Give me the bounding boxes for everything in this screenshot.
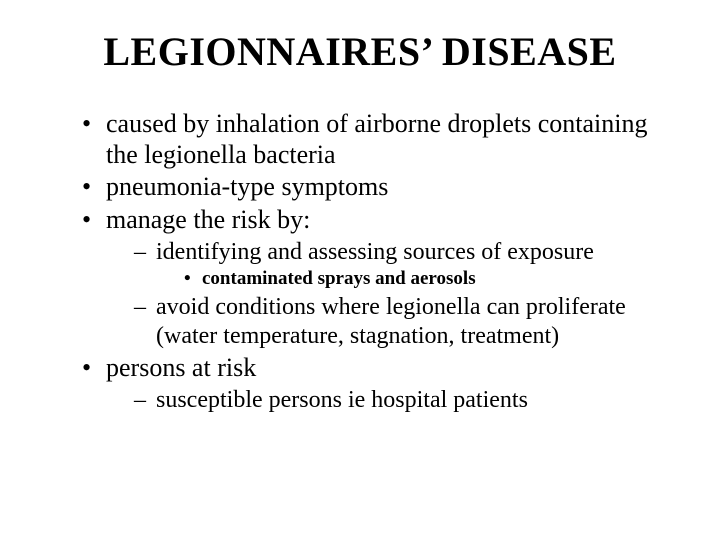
sub-bullet-item: identifying and assessing sources of exp… [134, 238, 680, 292]
bullet-item: pneumonia-type symptoms [82, 172, 680, 203]
sub-bullet-text: identifying and assessing sources of exp… [156, 239, 594, 265]
sub-bullet-list: identifying and assessing sources of exp… [106, 238, 680, 351]
sub-bullet-text: susceptible persons ie hospital patients [156, 387, 528, 413]
slide-title: LEGIONNAIRES’ DISEASE [40, 28, 680, 75]
subsub-bullet-text: contaminated sprays and aerosols [202, 268, 476, 289]
sub-bullet-list: susceptible persons ie hospital patients [106, 386, 680, 415]
bullet-text: manage the risk by: [106, 205, 310, 234]
bullet-item: persons at risk susceptible persons ie h… [82, 353, 680, 414]
bullet-list: caused by inhalation of airborne droplet… [40, 109, 680, 414]
subsub-bullet-list: contaminated sprays and aerosols [156, 268, 680, 291]
bullet-item: caused by inhalation of airborne droplet… [82, 109, 680, 170]
slide: LEGIONNAIRES’ DISEASE caused by inhalati… [0, 0, 720, 540]
bullet-text: persons at risk [106, 353, 256, 382]
sub-bullet-item: susceptible persons ie hospital patients [134, 386, 680, 415]
bullet-text: caused by inhalation of airborne droplet… [106, 109, 648, 169]
bullet-item: manage the risk by: identifying and asse… [82, 205, 680, 351]
subsub-bullet-item: contaminated sprays and aerosols [184, 268, 680, 291]
sub-bullet-item: avoid conditions where legionella can pr… [134, 293, 680, 351]
sub-bullet-text: avoid conditions where legionella can pr… [156, 294, 626, 349]
bullet-text: pneumonia-type symptoms [106, 172, 388, 201]
